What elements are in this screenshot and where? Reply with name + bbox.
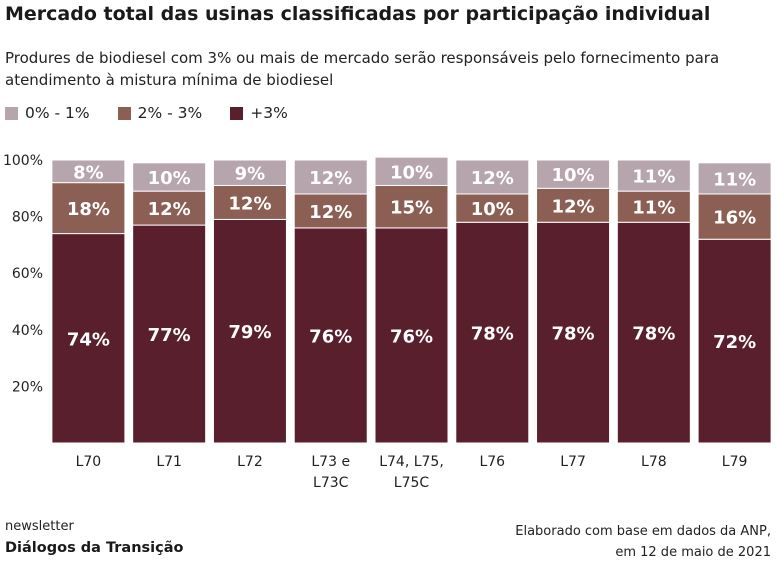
data-label: 10% — [390, 162, 433, 183]
y-tick-label: 20% — [12, 379, 43, 395]
bar-segment — [536, 221, 611, 444]
data-label: 78% — [471, 324, 514, 345]
x-tick-label: L77 — [560, 454, 586, 470]
bar-segment — [212, 218, 287, 444]
legend-swatch-0-1 — [5, 106, 18, 120]
bar-segment — [697, 162, 772, 195]
legend-item-3-plus: +3% — [230, 104, 288, 122]
footer-source: Elaborado com base em dados da ANP, em 1… — [515, 521, 771, 563]
bar-segment — [455, 221, 530, 444]
bar-segment — [293, 227, 368, 444]
x-tick-label: L74, L75, — [379, 454, 444, 470]
bar-segment — [212, 159, 287, 186]
bar-segment — [616, 221, 691, 444]
stacked-bar-chart: 20% 40% 60% 80% 100% 74% 18% 8% L70 77% 12% 10% L71 7… — [3, 153, 772, 491]
legend-swatch-3-plus — [230, 106, 244, 120]
x-tick-label: L78 — [641, 454, 667, 470]
bar-segment — [132, 190, 207, 226]
data-label: 12% — [471, 168, 514, 189]
data-label: 18% — [67, 199, 110, 220]
data-label: 76% — [390, 326, 433, 347]
bar-segment — [455, 193, 530, 223]
footer-newsletter-label: newsletter — [5, 519, 74, 534]
footer-source-line1: Elaborado com base em dados da ANP, — [515, 524, 771, 539]
y-tick-label: 80% — [12, 210, 43, 226]
data-label: 74% — [67, 329, 110, 350]
x-tick-label: L71 — [156, 454, 182, 470]
bar-segment — [374, 156, 449, 186]
x-tick-label: L72 — [237, 454, 263, 470]
data-label: 78% — [632, 324, 675, 345]
data-label: 9% — [235, 164, 266, 185]
x-tick-label: L79 — [722, 454, 748, 470]
bar-segment — [455, 159, 530, 195]
data-label: 15% — [390, 198, 433, 219]
data-label: 72% — [713, 332, 756, 353]
data-label: 78% — [552, 324, 595, 345]
footer-source-line2: em 12 de maio de 2021 — [615, 545, 771, 560]
legend: 0% - 1% 2% - 3% +3% — [5, 104, 316, 122]
legend-label-3-plus: +3% — [250, 104, 288, 122]
bar-segment — [293, 159, 368, 195]
legend-label-0-1: 0% - 1% — [25, 104, 90, 122]
bar-segment — [536, 187, 611, 223]
data-label: 12% — [309, 168, 352, 189]
legend-item-2-3: 2% - 3% — [117, 104, 203, 122]
bar-segment — [132, 162, 207, 192]
bar-segment — [132, 224, 207, 444]
bar-segment — [51, 159, 126, 184]
bar-segment — [51, 182, 126, 235]
data-label: 11% — [713, 169, 756, 190]
data-label: 12% — [148, 199, 191, 220]
data-label: 10% — [552, 165, 595, 186]
data-label: 76% — [309, 326, 352, 347]
bar-segment — [616, 190, 691, 223]
footer-brand: Diálogos da Transição — [5, 540, 184, 556]
bar-segment — [212, 184, 287, 220]
data-label: 77% — [148, 325, 191, 346]
legend-swatch-2-3 — [117, 106, 131, 120]
bar-segment — [536, 159, 611, 189]
x-tick-label: L73 e — [311, 454, 350, 470]
chart-subtitle: Produres de biodiesel com 3% ou mais de … — [5, 49, 720, 89]
bar-segment — [616, 159, 691, 192]
data-label: 10% — [471, 199, 514, 220]
y-tick-label: 60% — [12, 266, 43, 282]
bar-segment — [374, 184, 449, 229]
legend-item-0-1: 0% - 1% — [5, 104, 90, 122]
x-tick-label: L76 — [479, 454, 505, 470]
bar-segment — [51, 233, 126, 444]
y-tick-label: 40% — [12, 323, 43, 339]
bar-segment — [374, 227, 449, 444]
data-label: 12% — [552, 196, 595, 217]
bar-segment — [697, 238, 772, 444]
legend-label-2-3: 2% - 3% — [137, 104, 203, 122]
x-tick-label: L70 — [76, 454, 102, 470]
data-label: 16% — [713, 208, 756, 229]
data-label: 11% — [632, 198, 675, 219]
chart-title: Mercado total das usinas classificadas p… — [5, 3, 711, 25]
data-label: 12% — [309, 202, 352, 223]
x-tick-label: L73C — [313, 475, 349, 491]
data-label: 79% — [228, 322, 271, 343]
x-tick-label: L75C — [394, 475, 430, 491]
data-label: 11% — [632, 167, 675, 188]
data-label: 10% — [148, 168, 191, 189]
data-label: 12% — [228, 193, 271, 214]
y-tick-label: 100% — [3, 153, 43, 169]
data-label: 8% — [73, 162, 104, 183]
